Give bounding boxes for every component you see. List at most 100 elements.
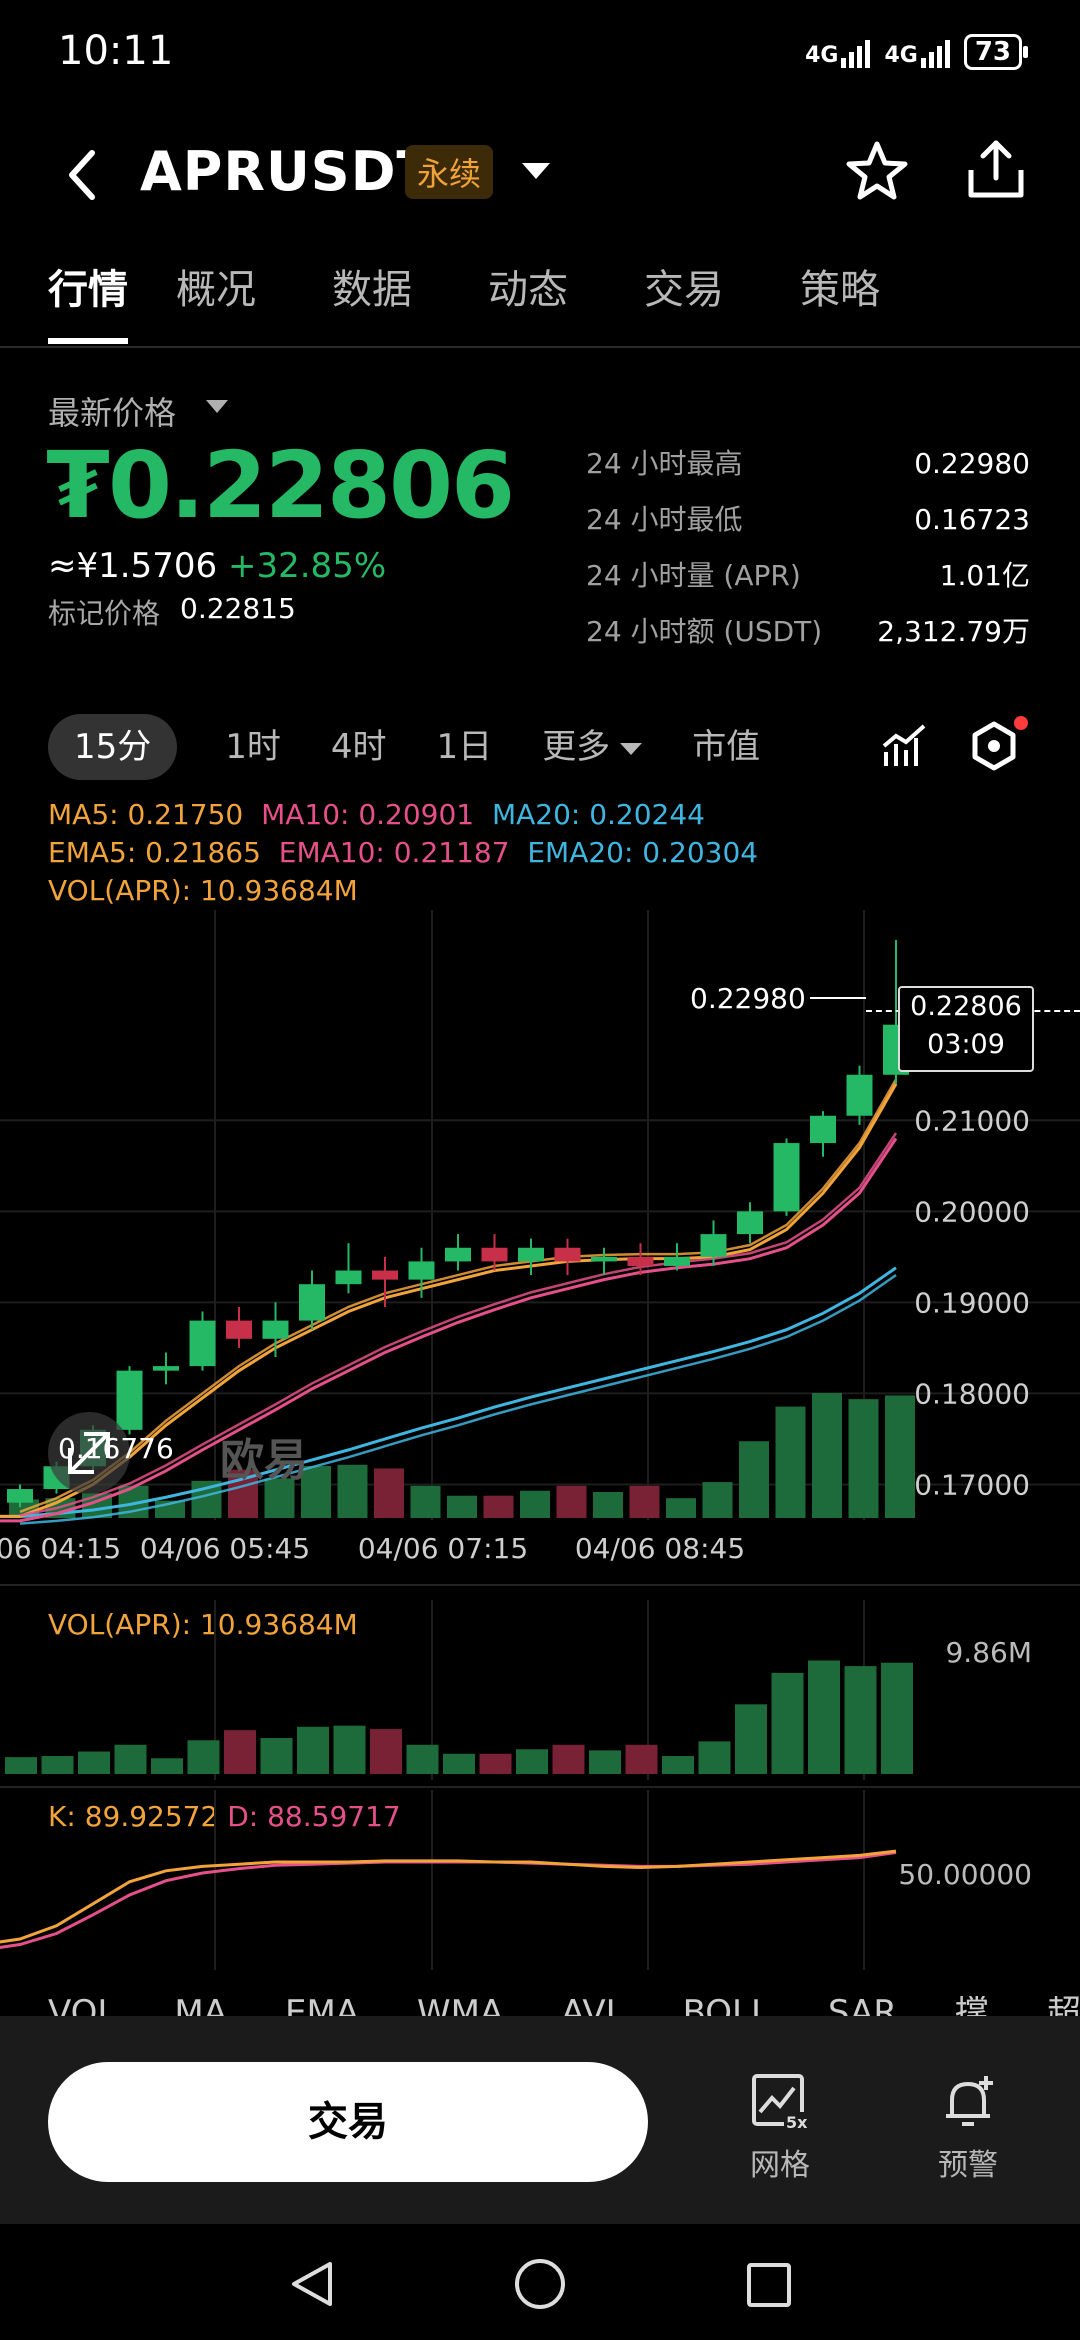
volume-bar bbox=[589, 1750, 621, 1774]
trade-button[interactable]: 交易 bbox=[48, 2062, 648, 2182]
ma5-line bbox=[0, 1083, 898, 1518]
kd-chart[interactable] bbox=[0, 1790, 1080, 1970]
ma10-value: MA10: 0.20901 bbox=[261, 798, 475, 831]
candle-body[interactable] bbox=[153, 1366, 179, 1371]
tab-overview[interactable]: 概况 bbox=[176, 267, 256, 313]
volume-bar bbox=[151, 1758, 183, 1774]
pair-dropdown-icon[interactable] bbox=[522, 163, 550, 179]
volume-bar bbox=[625, 1744, 658, 1774]
pair-title[interactable]: APRUSDT bbox=[140, 140, 435, 203]
interval-1h[interactable]: 1时 bbox=[225, 727, 281, 767]
nav-back-icon[interactable] bbox=[286, 2258, 338, 2310]
main-volume-bar bbox=[739, 1441, 769, 1518]
ind-tab-more[interactable]: 超 bbox=[1047, 1996, 1080, 2016]
stat-volume: 24 小时量 (APR) 1.01亿 bbox=[586, 548, 1030, 604]
candle-body[interactable] bbox=[627, 1256, 654, 1266]
candle-body[interactable] bbox=[7, 1489, 33, 1503]
nav-recents-icon[interactable] bbox=[744, 2260, 794, 2310]
share-icon[interactable] bbox=[965, 138, 1027, 200]
candle-body[interactable] bbox=[189, 1320, 216, 1367]
candle-body[interactable] bbox=[116, 1370, 143, 1430]
volume-bar bbox=[370, 1729, 402, 1774]
y-tick-label: 0.21000 bbox=[914, 1104, 1030, 1137]
stat-value: 1.01亿 bbox=[939, 559, 1030, 592]
grid-button[interactable]: 5x 网格 bbox=[720, 2072, 840, 2184]
volume-bar bbox=[443, 1753, 475, 1774]
chart-type-icon[interactable] bbox=[880, 722, 928, 770]
tab-market[interactable]: 行情 bbox=[48, 262, 128, 344]
interval-4h[interactable]: 4时 bbox=[330, 727, 387, 767]
candlestick-chart[interactable]: 0.21000 0.20000 0.19000 0.18000 0.17000 06 0… bbox=[0, 910, 1080, 1590]
candle-body[interactable] bbox=[299, 1284, 325, 1321]
candle-body[interactable] bbox=[737, 1211, 763, 1235]
tab-trade[interactable]: 交易 bbox=[644, 267, 724, 313]
candle-body[interactable] bbox=[664, 1256, 690, 1266]
network-type-2: 4G bbox=[884, 43, 918, 68]
main-volume-bar bbox=[301, 1466, 331, 1518]
ind-tab-sar[interactable]: SAR bbox=[827, 1996, 898, 2016]
candle-body[interactable] bbox=[554, 1247, 581, 1262]
alert-button[interactable]: 预警 bbox=[908, 2072, 1028, 2184]
interval-15m[interactable]: 15分 bbox=[48, 714, 178, 780]
battery-icon: 73 bbox=[963, 34, 1029, 70]
y-tick-label: 0.17000 bbox=[914, 1468, 1030, 1501]
ema-legend: EMA5: 0.21865 EMA10: 0.21187 EMA20: 0.20… bbox=[48, 836, 758, 869]
ma20-line bbox=[0, 1266, 897, 1518]
current-price-tag: 0.22806 bbox=[910, 991, 1022, 1022]
candle-body[interactable] bbox=[262, 1320, 289, 1339]
stat-label: 24 小时最高 bbox=[586, 447, 743, 480]
current-price-box[interactable]: 0.22806 03:09 bbox=[898, 986, 1034, 1072]
candle-body[interactable] bbox=[773, 1143, 800, 1212]
stat-label: 24 小时量 (APR) bbox=[586, 559, 801, 592]
candle-body[interactable] bbox=[810, 1115, 836, 1144]
interval-1d[interactable]: 1日 bbox=[436, 727, 493, 767]
candle-body[interactable] bbox=[335, 1270, 362, 1285]
candle-body[interactable] bbox=[481, 1247, 508, 1262]
chart-settings-icon[interactable] bbox=[968, 720, 1020, 772]
latest-price-dropdown-icon[interactable] bbox=[206, 400, 228, 413]
tab-news[interactable]: 动态 bbox=[488, 267, 568, 313]
ind-tab-ema[interactable]: EMA bbox=[284, 1996, 360, 2016]
main-volume-bar bbox=[556, 1485, 587, 1518]
volume-bar bbox=[662, 1756, 694, 1774]
market-cap-toggle[interactable]: 市值 bbox=[692, 727, 761, 767]
network-type-1: 4G bbox=[805, 43, 839, 68]
main-volume-bar bbox=[629, 1485, 660, 1518]
candle-body[interactable] bbox=[518, 1247, 544, 1262]
volume-bar bbox=[406, 1744, 439, 1774]
volume-chart[interactable] bbox=[0, 1600, 1080, 1780]
ind-tab-wma[interactable]: WMA bbox=[417, 1996, 504, 2016]
indicator-tabs: VOL MA EMA WMA AVL BOLL SAR 撑压线 超 bbox=[48, 1996, 1080, 2016]
stat-value: 0.16723 bbox=[914, 503, 1030, 536]
ind-tab-avl[interactable]: AVL bbox=[561, 1996, 625, 2016]
back-arrow-icon[interactable] bbox=[62, 145, 102, 205]
candle-body[interactable] bbox=[700, 1234, 727, 1257]
mark-price-label: 标记价格 bbox=[48, 597, 161, 630]
ind-tab-ma[interactable]: MA bbox=[174, 1996, 227, 2016]
grid-label: 网格 bbox=[750, 2148, 810, 2183]
interval-more[interactable]: 更多 bbox=[542, 714, 643, 780]
candle-body[interactable] bbox=[408, 1261, 435, 1280]
candle-body[interactable] bbox=[591, 1256, 617, 1262]
interval-more-label: 更多 bbox=[542, 727, 611, 767]
ma20-value: MA20: 0.20244 bbox=[491, 798, 705, 831]
candle-body[interactable] bbox=[226, 1320, 252, 1339]
favorite-star-icon[interactable] bbox=[846, 140, 908, 202]
tab-strategy[interactable]: 策略 bbox=[800, 267, 880, 313]
candle-body[interactable] bbox=[445, 1247, 471, 1262]
volume-bar bbox=[333, 1725, 366, 1774]
candle-body[interactable] bbox=[372, 1270, 398, 1280]
ind-tab-boll[interactable]: BOLL bbox=[682, 1996, 770, 2016]
volume-bar bbox=[698, 1741, 731, 1774]
ind-tab-vol[interactable]: VOL bbox=[48, 1996, 117, 2016]
candle-body[interactable] bbox=[846, 1074, 873, 1116]
perpetual-badge: 永续 bbox=[405, 145, 494, 199]
stat-value: 2,312.79万 bbox=[877, 615, 1030, 648]
okx-watermark: 欧易 bbox=[220, 1435, 308, 1486]
nav-home-icon[interactable] bbox=[512, 2256, 568, 2312]
latest-price-label[interactable]: 最新价格 bbox=[48, 394, 177, 432]
ind-tab-support[interactable]: 撑压线 bbox=[955, 1996, 990, 2016]
main-volume-bar bbox=[885, 1395, 915, 1518]
tab-data[interactable]: 数据 bbox=[332, 267, 412, 313]
ema20-line bbox=[19, 1274, 897, 1525]
